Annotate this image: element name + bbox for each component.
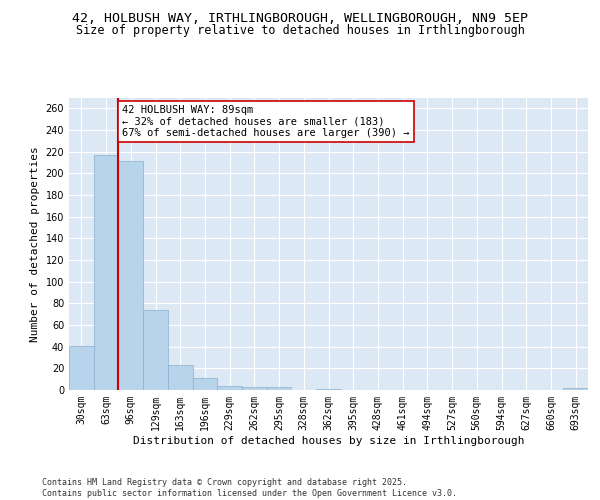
Bar xyxy=(118,162,143,390)
Bar xyxy=(316,389,341,390)
Bar xyxy=(563,388,588,390)
Bar xyxy=(143,310,168,390)
Bar xyxy=(267,387,292,390)
Text: 42 HOLBUSH WAY: 89sqm
← 32% of detached houses are smaller (183)
67% of semi-det: 42 HOLBUSH WAY: 89sqm ← 32% of detached … xyxy=(122,105,410,138)
Text: Contains HM Land Registry data © Crown copyright and database right 2025.
Contai: Contains HM Land Registry data © Crown c… xyxy=(42,478,457,498)
Text: 42, HOLBUSH WAY, IRTHLINGBOROUGH, WELLINGBOROUGH, NN9 5EP: 42, HOLBUSH WAY, IRTHLINGBOROUGH, WELLIN… xyxy=(72,12,528,26)
X-axis label: Distribution of detached houses by size in Irthlingborough: Distribution of detached houses by size … xyxy=(133,436,524,446)
Text: Size of property relative to detached houses in Irthlingborough: Size of property relative to detached ho… xyxy=(76,24,524,37)
Bar xyxy=(69,346,94,390)
Bar xyxy=(242,387,267,390)
Y-axis label: Number of detached properties: Number of detached properties xyxy=(30,146,40,342)
Bar xyxy=(193,378,217,390)
Bar xyxy=(94,155,118,390)
Bar xyxy=(168,365,193,390)
Bar xyxy=(217,386,242,390)
